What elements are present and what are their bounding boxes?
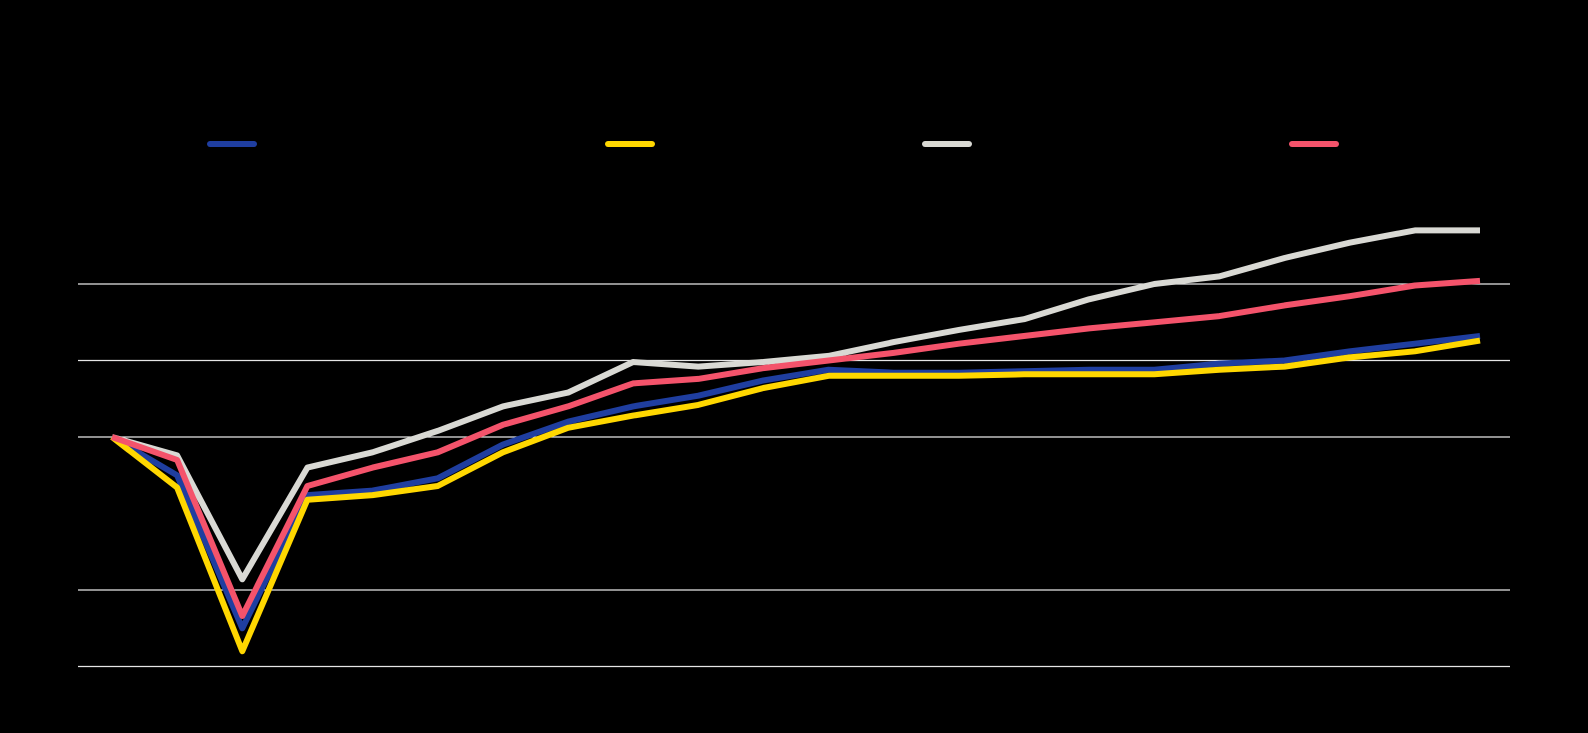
series-line-3 xyxy=(111,227,1480,583)
series-line-2 xyxy=(110,337,1481,655)
gridlines xyxy=(78,283,1510,668)
series-lines xyxy=(110,227,1481,655)
series-line-4 xyxy=(111,277,1481,619)
series-line-1 xyxy=(110,333,1481,632)
